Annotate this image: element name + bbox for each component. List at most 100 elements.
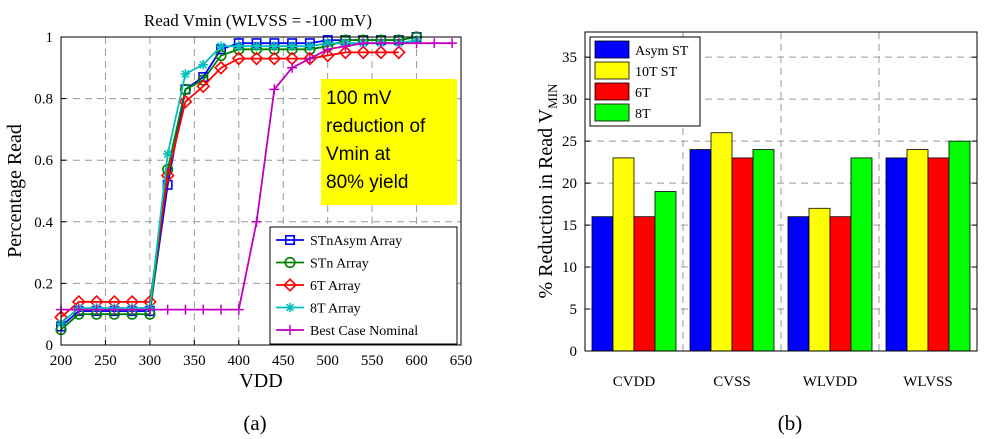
series-6t-array: [54, 45, 406, 325]
annotation-background: [321, 79, 457, 205]
x-tick-label: 450: [272, 353, 295, 369]
legend-marker: [285, 325, 295, 335]
data-point: [233, 304, 244, 315]
data-point: [109, 304, 120, 315]
data-point: [391, 45, 406, 60]
line-chart-x-ticks: 200 250 300 350 400 450 500 550 600 650: [50, 340, 472, 369]
legend-label: STnAsym Array: [310, 234, 402, 249]
bar-wlvdd-asym-st: [787, 216, 810, 352]
data-point: [144, 304, 155, 315]
data-point: [322, 44, 333, 55]
bar-cvdd-10t-st: [612, 157, 635, 352]
legend-label: 6T Array: [310, 279, 361, 294]
data-point: [160, 168, 175, 183]
line-chart: 200 250 300 350 400 450 500 550 600 650 0 0.2 0.4 0.…: [4, 11, 472, 435]
x-tick-label: 250: [94, 353, 117, 369]
x-tick-label: 350: [183, 353, 206, 369]
annotation-box: 100 mV reduction of Vmin at 80% yield: [321, 79, 457, 205]
data-point: [233, 41, 244, 52]
x-tick-label: 500: [316, 353, 339, 369]
x-category-label-cvdd: CVDD: [613, 374, 656, 390]
data-point: [376, 38, 386, 49]
legend-entry-6t: 6T: [594, 82, 651, 101]
line-chart-series: [54, 31, 458, 336]
y-tick-label: 25: [562, 134, 577, 150]
line-chart-axes-box: [60, 36, 462, 346]
bar-wlvdd-10t-st: [808, 207, 831, 352]
bar-cvss-8t: [752, 149, 775, 352]
legend-marker: [284, 256, 296, 269]
data-point: [180, 69, 191, 79]
data-point: [356, 45, 371, 60]
legend-swatch: [594, 40, 630, 59]
x-tick-label: 600: [405, 353, 428, 369]
bar-chart-legend: Asym ST 10T ST 6T 8T: [589, 36, 701, 127]
x-category-label-wlvdd: WLVDD: [803, 374, 858, 390]
y-tick-label: 30: [562, 92, 577, 108]
y-tick-label: 0: [46, 338, 54, 354]
data-point: [216, 304, 226, 315]
data-point: [320, 48, 335, 63]
bar-wlvdd-8t: [850, 157, 873, 352]
bar-cvdd-8t: [654, 191, 677, 352]
legend-entry-8t: 8T: [594, 103, 651, 122]
data-point: [393, 38, 404, 49]
data-point: [305, 41, 315, 52]
data-point: [411, 38, 422, 49]
x-tick-label: 300: [139, 353, 162, 369]
data-point: [287, 41, 297, 52]
x-tick-label: 550: [361, 353, 384, 369]
bar-wlvss-6t: [927, 157, 950, 352]
y-tick-label: 20: [562, 176, 577, 192]
data-point: [304, 53, 315, 64]
y-tick-label: 0: [570, 344, 578, 360]
legend-label: STn Array: [310, 257, 369, 272]
series-best-case-nominal: [56, 38, 458, 315]
data-point: [429, 38, 440, 49]
legend-marker: [284, 235, 295, 246]
legend-entry-stn-array: STn Array: [276, 257, 369, 272]
legend-entry-asym-st: Asym ST: [594, 40, 689, 59]
panel-label-b: (b): [778, 411, 803, 435]
bar-chart-y-label: % Reduction in Read VMIN: [535, 83, 560, 298]
data-point: [287, 62, 298, 73]
bar-chart-x-ticks: CVDD CVSS WLVDD WLVSS: [613, 374, 953, 390]
bar-cvdd-asym-st: [591, 216, 614, 352]
data-point: [198, 59, 209, 70]
bar-chart: 0 5 10 15 20 25 30 35 CVDD CVSS WLVDD WLVSS Asym S…: [535, 31, 978, 435]
data-point: [162, 304, 173, 315]
bar-wlvss-10t-st: [906, 149, 929, 352]
data-point: [322, 38, 333, 48]
panel-label-a: (a): [243, 411, 266, 435]
legend-swatch: [594, 61, 630, 80]
line-chart-x-label: VDD: [239, 370, 282, 392]
data-point: [251, 216, 262, 227]
data-point: [269, 41, 280, 52]
legend-label: 8T Array: [310, 302, 361, 317]
y-tick-label: 0.2: [34, 276, 53, 292]
annotation-line-3: Vmin at: [326, 144, 391, 165]
bar-chart-y-label-subscript: MIN: [545, 83, 560, 109]
data-point: [358, 38, 369, 49]
line-chart-y-label: Percentage Read: [4, 124, 26, 258]
line-chart-y-ticks: 0 0.2 0.4 0.6 0.8 1: [34, 30, 66, 354]
y-tick-label: 15: [562, 218, 577, 234]
legend-entry-stnasym-array: STnAsym Array: [276, 234, 402, 249]
legend-entry-10t-st: 10T ST: [594, 61, 678, 80]
data-point: [340, 41, 351, 52]
annotation-line-2: reduction of: [326, 116, 426, 137]
data-point: [338, 45, 353, 60]
data-point: [180, 304, 191, 315]
legend-label: 10T ST: [635, 65, 678, 80]
bar-cvss-asym-st: [689, 149, 712, 352]
data-point: [162, 149, 173, 159]
data-point: [269, 84, 280, 95]
data-point: [91, 304, 102, 315]
bar-cvdd-6t: [633, 216, 656, 352]
legend-marker: [285, 302, 295, 313]
legend-swatch: [594, 103, 630, 122]
line-chart-legend: STnAsym Array STn Array 6T Array 8T Array Be…: [269, 226, 458, 345]
data-point: [178, 94, 193, 109]
legend-marker: [283, 278, 297, 292]
